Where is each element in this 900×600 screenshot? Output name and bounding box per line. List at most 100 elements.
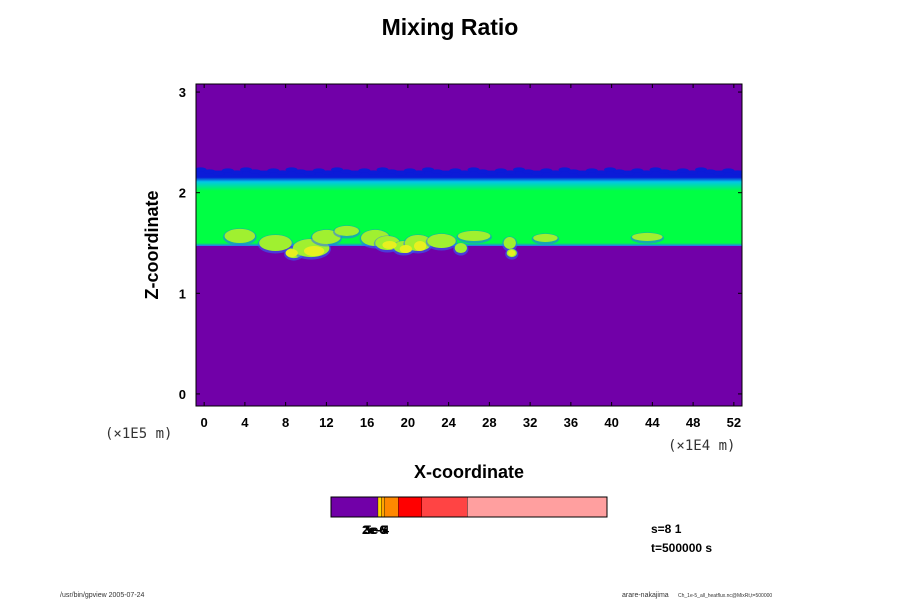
x-tick-label: 4 <box>241 415 249 430</box>
top-edge-speck <box>412 170 425 175</box>
x-tick-label: 0 <box>201 415 208 430</box>
x-tick-label: 32 <box>523 415 537 430</box>
blob <box>334 225 359 236</box>
top-edge-speck <box>640 170 653 175</box>
top-edge-speck <box>731 170 742 175</box>
top-edge-speck <box>622 171 635 176</box>
top-edge-speck <box>267 168 280 173</box>
x-tick-label: 20 <box>401 415 415 430</box>
y-tick-label: 2 <box>179 186 186 201</box>
top-edge-speck <box>249 169 262 174</box>
x-tick-label: 8 <box>282 415 289 430</box>
x-axis-unit: (×1E4 m) <box>668 438 735 454</box>
x-tick-label: 24 <box>441 415 456 430</box>
top-edge-speck <box>695 167 708 172</box>
top-edge-speck <box>722 168 735 173</box>
chart-title: Mixing Ratio <box>381 14 519 40</box>
top-edge-speck <box>458 170 471 175</box>
top-edge-speck <box>394 171 407 176</box>
y-tick-label: 1 <box>179 286 186 301</box>
blob <box>457 230 491 241</box>
top-edge-speck <box>212 171 225 176</box>
x-tick-label: 28 <box>482 415 496 430</box>
x-tick-label: 52 <box>727 415 741 430</box>
colorbar-label: 5e-4 <box>365 523 389 537</box>
top-edge-speck <box>576 171 589 176</box>
top-edge-speck <box>567 169 580 174</box>
top-edge-speck <box>230 170 243 175</box>
x-tick-label: 12 <box>319 415 333 430</box>
footer-left: /usr/bin/gpview 2005-07-24 <box>60 592 145 599</box>
x-tick-label: 16 <box>360 415 374 430</box>
top-edge-speck <box>221 168 234 173</box>
info-s-text: s=8 1 <box>651 522 682 536</box>
footer-right-small: Ch_1e-5_all_heatflux.nc@MixRt,t=500000 <box>678 593 772 599</box>
x-tick-label: 36 <box>564 415 578 430</box>
colorbar-segment <box>467 496 608 518</box>
top-edge-speck <box>276 170 289 175</box>
colorbar-segment <box>421 496 468 518</box>
top-edge-speck <box>422 167 435 172</box>
blob-core <box>399 245 412 254</box>
top-edge-speck <box>549 170 562 175</box>
top-edge-speck <box>321 170 334 175</box>
x-tick-label: 44 <box>645 415 660 430</box>
top-edge-speck <box>331 167 344 172</box>
x-tick-label: 40 <box>604 415 618 430</box>
colorbar <box>330 496 608 518</box>
top-edge-speck <box>558 167 571 172</box>
top-edge-speck <box>196 167 207 172</box>
top-edge-speck <box>303 171 316 176</box>
blob <box>427 233 456 249</box>
top-edge-speck <box>203 169 216 174</box>
x-tick-label: 48 <box>686 415 700 430</box>
blob-core <box>303 246 325 257</box>
top-edge-speck <box>340 169 353 174</box>
top-edge-speck <box>285 167 298 172</box>
top-edge-speck <box>367 170 380 175</box>
blob-core <box>382 240 397 250</box>
blob-core <box>413 240 427 252</box>
plot-frame <box>195 83 743 407</box>
top-edge-speck <box>522 169 535 174</box>
blob <box>259 234 292 252</box>
top-edge-speck <box>449 168 462 173</box>
colorbar-segment <box>377 496 382 518</box>
top-edge-speck <box>613 169 626 174</box>
top-edge-speck <box>540 168 553 173</box>
top-edge-speck <box>658 169 671 174</box>
blob-core-layer <box>285 240 516 258</box>
colorbar-label: 2e-6 <box>362 523 386 537</box>
x-axis-ticks: 0 4 8 12 16 20 24 28 32 36 40 44 48 52 <box>201 84 741 430</box>
top-edge-speck <box>476 169 489 174</box>
blob-core <box>508 250 516 257</box>
top-edge-speck <box>494 168 507 173</box>
top-edge-speck <box>385 169 398 174</box>
blob <box>454 242 467 254</box>
info-t-text: t=500000 s <box>651 541 712 555</box>
top-edge-speck <box>240 167 253 172</box>
top-edge-speck <box>713 171 726 176</box>
colorbar-segment <box>381 496 386 518</box>
colorbar-segment <box>384 496 399 518</box>
top-edge-speck <box>312 168 325 173</box>
plot-area <box>196 84 742 406</box>
top-edge-speck <box>676 168 689 173</box>
blob <box>631 232 663 241</box>
top-edge-speck <box>431 169 444 174</box>
colorbar-labels: 2e-63e-55e-4 <box>362 523 389 537</box>
colorbar-segment <box>398 496 423 518</box>
y-axis-ticks: 0 1 2 3 <box>179 85 742 402</box>
top-edge-speck <box>585 168 598 173</box>
top-edge-speck <box>440 171 453 176</box>
colorbar-segment <box>330 496 379 518</box>
footer-right-main: arare-nakajima <box>622 592 669 599</box>
y-axis-label: Z-coordinate <box>142 190 162 299</box>
y-tick-label: 3 <box>179 85 186 100</box>
top-edge-speck <box>485 171 498 176</box>
blob-core <box>285 249 298 258</box>
top-edge-speck <box>358 168 371 173</box>
top-edge-speck <box>667 171 680 176</box>
top-edge-speck <box>531 171 544 176</box>
